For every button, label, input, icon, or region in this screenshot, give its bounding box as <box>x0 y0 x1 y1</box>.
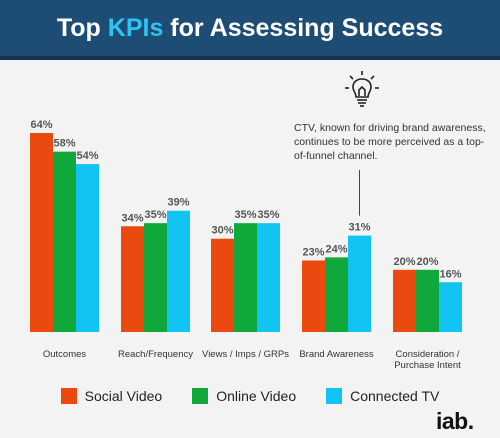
legend-item-social-video: Social Video <box>60 388 163 404</box>
category-label-brand-awareness: Brand Awareness <box>299 349 374 360</box>
category-label-reach-frequency: Reach/Frequency <box>118 349 193 360</box>
bar-connected-tv-brand-awareness <box>348 235 371 332</box>
bar-online-video-outcomes <box>53 151 76 332</box>
bar-chart: 64%58%54%34% 35%39%30%35% 35%23% 24%31%20% 2… <box>30 71 462 371</box>
annotation-text: CTV, known for driving brand awareness, … <box>294 122 486 162</box>
legend-item-online-video: Online Video <box>192 388 296 404</box>
legend-label-online-video: Online Video <box>216 388 297 404</box>
title-suffix: for Assessing Success <box>163 13 444 42</box>
bar-social-video-views-imps-grps <box>211 238 234 332</box>
page-title: Top KPIs for Assessing Success <box>57 14 443 43</box>
bar-social-video-outcomes <box>30 133 53 332</box>
value-label-online-video-views-imps-grps: 35% <box>234 209 256 221</box>
value-label-online-video-brand-awareness: 24% <box>325 243 347 255</box>
lightbulb-icon <box>345 71 379 107</box>
bar-social-video-reach-frequency <box>121 226 144 332</box>
value-label-online-video-reach-frequency: 35% <box>144 209 166 221</box>
value-label-connected-tv-brand-awareness: 31% <box>348 222 370 234</box>
value-label-social-video-reach-frequency: 34% <box>121 212 143 224</box>
bar-connected-tv-reach-frequency <box>167 210 190 332</box>
value-label-connected-tv-reach-frequency: 39% <box>167 197 189 209</box>
category-label-outcomes: Outcomes <box>43 349 87 360</box>
legend: Social Video Online Video Connected TV <box>0 384 500 408</box>
title-prefix: Top <box>56 13 108 42</box>
category-label-views-imps-grps: Views / Imps / GRPs <box>202 349 289 360</box>
legend-swatch-social-video <box>60 388 77 404</box>
bar-online-video-consideration-purchase-intent <box>416 269 439 332</box>
value-label-connected-tv-outcomes: 54% <box>76 150 98 162</box>
value-labels-layer: 64%58%54%34% 35%39%30%35% 35%23% 24%31%20% 2… <box>30 119 461 280</box>
legend-item-connected-tv: Connected TV <box>326 388 439 404</box>
value-label-social-video-outcomes: 64% <box>30 119 52 131</box>
category-label-consideration-purchase-intent: Consideration / Purchase Intent <box>394 349 461 371</box>
legend-swatch-connected-tv <box>326 388 343 404</box>
value-label-online-video-consideration-purchase-intent: 20% <box>416 256 438 268</box>
bar-social-video-consideration-purchase-intent <box>393 269 416 332</box>
header-banner: Top KPIs for Assessing Success <box>0 0 500 60</box>
bar-online-video-views-imps-grps <box>234 223 257 332</box>
bar-online-video-reach-frequency <box>144 223 167 332</box>
legend-label-connected-tv: Connected TV <box>350 388 440 404</box>
legend-label-social-video: Social Video <box>84 388 163 404</box>
value-label-social-video-views-imps-grps: 30% <box>211 225 233 237</box>
value-label-connected-tv-consideration-purchase-intent: 16% <box>439 268 461 280</box>
value-label-social-video-brand-awareness: 23% <box>302 246 324 258</box>
bar-connected-tv-outcomes <box>76 164 99 332</box>
title-highlight: KPIs <box>107 13 164 42</box>
legend-swatch-online-video <box>192 388 209 404</box>
value-label-online-video-outcomes: 58% <box>53 138 75 150</box>
bar-connected-tv-views-imps-grps <box>257 223 280 332</box>
iab-logo: iab. <box>436 408 474 434</box>
bar-social-video-brand-awareness <box>302 260 325 332</box>
bars-layer <box>30 133 462 332</box>
value-label-connected-tv-views-imps-grps: 35% <box>257 209 279 221</box>
category-labels-layer: Outcomes Reach/Frequency Views / Imps / GR… <box>43 349 461 371</box>
value-label-social-video-consideration-purchase-intent: 20% <box>393 256 415 268</box>
bar-online-video-brand-awareness <box>325 257 348 332</box>
bar-connected-tv-consideration-purchase-intent <box>439 282 462 332</box>
